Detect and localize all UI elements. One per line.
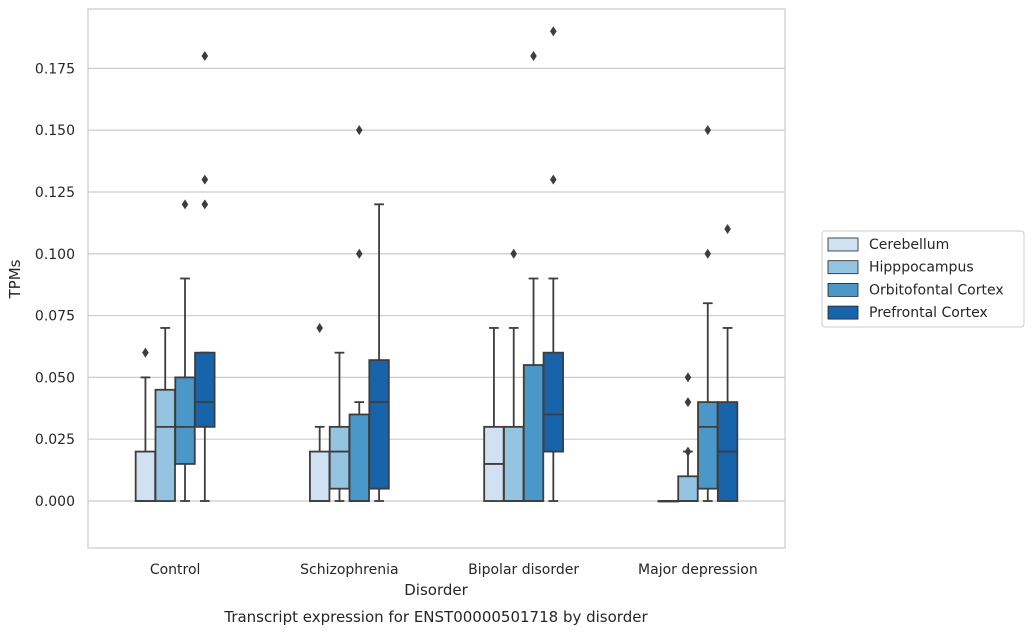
box-iqr xyxy=(134,450,157,502)
box-iqr xyxy=(503,425,525,502)
y-tick-label: 0.100 xyxy=(35,247,75,263)
legend: Cerebellum Hipppocampus Orbitofontal Corte… xyxy=(821,230,1025,328)
box-schizophrenia xyxy=(309,322,331,502)
legend-item: Prefrontal Cortex xyxy=(827,305,988,321)
outlier-point xyxy=(684,446,692,457)
box-control xyxy=(174,199,196,502)
plot-frame xyxy=(87,8,786,549)
y-tick-label: 0.125 xyxy=(35,185,75,201)
series-cerebellum xyxy=(134,322,679,503)
legend-item: Hipppocampus xyxy=(827,260,974,276)
x-axis-label: Disorder xyxy=(404,581,468,599)
box-major-depression xyxy=(677,446,699,502)
legend-label: Orbitofontal Cortex xyxy=(869,282,1004,298)
box-iqr xyxy=(194,351,216,428)
box-bipolar-disorder xyxy=(542,26,564,502)
legend-swatch xyxy=(827,237,859,252)
box-schizophrenia xyxy=(368,203,390,502)
box-iqr xyxy=(174,376,196,465)
outlier-point xyxy=(181,199,189,210)
box-major-depression xyxy=(657,500,679,503)
y-tick-label: 0.050 xyxy=(35,370,75,386)
chart-caption: Transcript expression for ENST0000050171… xyxy=(223,608,648,626)
box-iqr xyxy=(697,401,719,490)
legend-frame xyxy=(821,230,1025,328)
legend-item: Cerebellum xyxy=(827,237,949,253)
series-hipppocampus xyxy=(154,248,699,502)
box-iqr xyxy=(348,413,370,502)
box-major-depression xyxy=(716,224,739,502)
y-tick-label: 0.025 xyxy=(35,432,75,448)
box-bipolar-disorder xyxy=(483,327,505,502)
legend-label: Prefrontal Cortex xyxy=(869,305,988,321)
box-bipolar-disorder xyxy=(522,50,545,502)
outlier-point xyxy=(355,125,363,136)
x-tick-label: Schizophrenia xyxy=(300,562,398,578)
x-tick-label: Bipolar disorder xyxy=(468,562,579,578)
legend-label: Cerebellum xyxy=(869,237,949,253)
outlier-point xyxy=(704,248,712,259)
x-tick-label: Major depression xyxy=(638,562,758,578)
x-tick-label: Control xyxy=(150,562,201,578)
box-control xyxy=(194,50,216,502)
legend-swatch xyxy=(827,305,859,320)
outlier-point xyxy=(201,199,209,210)
box-iqr xyxy=(328,425,351,490)
legend-label: Hipppocampus xyxy=(869,260,974,276)
outlier-point xyxy=(704,125,712,136)
box-series-layer xyxy=(134,26,739,503)
y-tick-label: 0.000 xyxy=(35,494,75,510)
outlier-point xyxy=(684,397,692,408)
outlier-point xyxy=(142,347,149,358)
y-tick-label: 0.075 xyxy=(35,309,75,325)
box-iqr xyxy=(154,388,176,502)
outlier-point xyxy=(201,174,209,185)
y-tick-label: 0.175 xyxy=(35,61,75,77)
outlier-point xyxy=(530,50,537,61)
box-iqr xyxy=(368,359,390,490)
series-prefrontal-cortex xyxy=(194,26,739,502)
outlier-point xyxy=(550,26,557,37)
y-tick-labels: 0.000 0.025 0.050 0.075 0.100 0.125 0.150 0.175 xyxy=(35,61,75,510)
box-schizophrenia xyxy=(328,351,351,502)
y-tick-label: 0.150 xyxy=(35,123,75,139)
legend-swatch xyxy=(827,282,859,297)
outlier-point xyxy=(684,372,692,383)
outlier-point xyxy=(201,50,209,61)
y-axis-label: TPMs xyxy=(6,259,24,299)
outlier-point xyxy=(316,322,323,333)
legend-swatch xyxy=(827,260,859,275)
box-iqr xyxy=(542,351,564,453)
box-iqr xyxy=(677,475,699,502)
outlier-point xyxy=(510,248,518,259)
legend-item: Orbitofontal Cortex xyxy=(827,282,1004,298)
box-iqr xyxy=(522,364,545,502)
outlier-point xyxy=(550,174,557,185)
box-iqr xyxy=(309,450,331,502)
box-control xyxy=(154,327,176,502)
outlier-point xyxy=(724,224,731,235)
x-tick-labels: Control Schizophrenia Bipolar disorder Majo… xyxy=(150,562,758,578)
box-control xyxy=(134,347,157,502)
outlier-point xyxy=(355,248,363,259)
series-orbitofontal-cortex xyxy=(174,50,719,502)
